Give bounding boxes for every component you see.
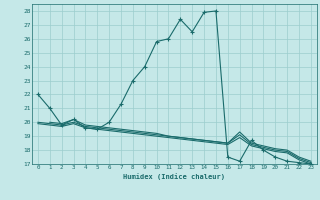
X-axis label: Humidex (Indice chaleur): Humidex (Indice chaleur) bbox=[124, 173, 225, 180]
